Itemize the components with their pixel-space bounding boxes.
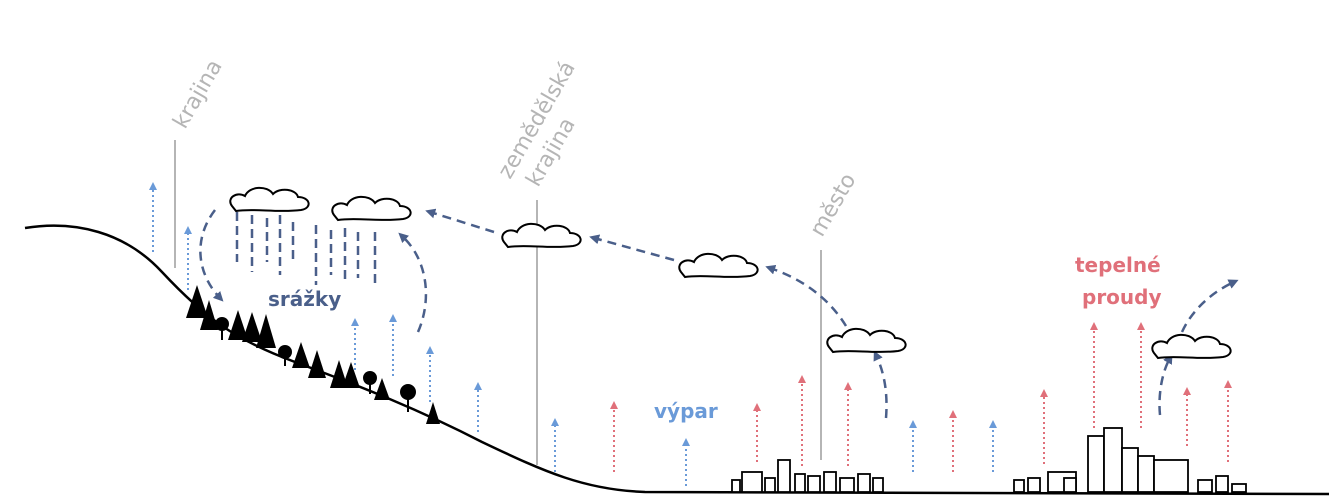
label-landscape: krajina xyxy=(169,56,228,133)
label-thermal: tepelné xyxy=(1075,253,1161,277)
label-thermal: proudy xyxy=(1082,285,1162,309)
cloud xyxy=(827,329,905,352)
city-buildings xyxy=(732,428,1246,492)
cloud xyxy=(679,254,757,277)
label-precipitation: srážky xyxy=(268,287,341,311)
label-evaporation: výpar xyxy=(654,399,718,423)
cloud xyxy=(332,197,410,220)
cloud xyxy=(1152,335,1230,358)
label-city: město xyxy=(806,169,862,241)
cloud xyxy=(230,188,308,211)
diagram: krajina zemědělská krajina město srážky … xyxy=(0,0,1329,501)
cloud xyxy=(502,224,580,247)
rain xyxy=(237,212,375,288)
